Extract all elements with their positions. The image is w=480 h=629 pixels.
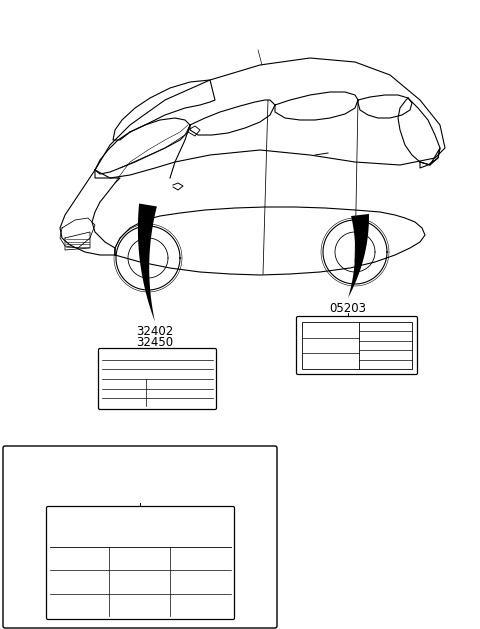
Text: 32450: 32450 — [136, 336, 174, 349]
FancyBboxPatch shape — [47, 506, 235, 620]
Text: 32402: 32402 — [136, 325, 174, 338]
Polygon shape — [348, 214, 369, 298]
Text: 05203: 05203 — [329, 302, 367, 315]
FancyBboxPatch shape — [3, 446, 277, 628]
Text: (FR COOLER-MANUAL A/CON): (FR COOLER-MANUAL A/CON) — [31, 457, 249, 470]
Text: 97699A: 97699A — [117, 492, 163, 505]
Bar — [302, 322, 412, 369]
Polygon shape — [138, 204, 157, 322]
Text: 32432B: 32432B — [132, 347, 178, 360]
FancyBboxPatch shape — [98, 348, 216, 409]
FancyBboxPatch shape — [297, 316, 418, 374]
